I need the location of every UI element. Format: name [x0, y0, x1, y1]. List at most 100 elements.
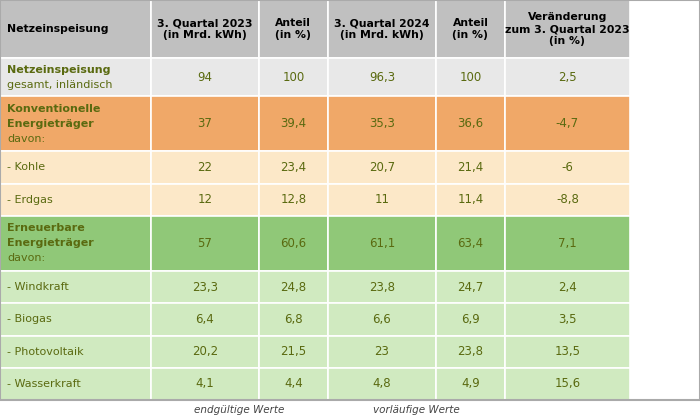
Text: gesamt, inländisch: gesamt, inländisch [7, 80, 113, 89]
Text: -4,7: -4,7 [556, 117, 579, 130]
Bar [150, 216, 259, 271]
Bar [259, 216, 328, 271]
Bar [505, 58, 630, 96]
Text: davon:: davon: [7, 134, 45, 144]
Bar [0, 184, 150, 216]
Text: 4,4: 4,4 [284, 378, 302, 390]
Text: 57: 57 [197, 237, 212, 250]
Text: 20,2: 20,2 [192, 345, 218, 358]
Bar [328, 271, 436, 303]
Text: 100: 100 [282, 71, 304, 84]
Text: -6: -6 [561, 161, 573, 174]
Bar [259, 0, 328, 58]
Text: Anteil
(in %): Anteil (in %) [452, 18, 489, 40]
Bar [259, 58, 328, 96]
Bar [436, 58, 505, 96]
Bar [259, 303, 328, 336]
Bar [150, 336, 259, 368]
Text: - Kohle: - Kohle [7, 163, 45, 173]
Text: 23,4: 23,4 [280, 161, 307, 174]
Text: 96,3: 96,3 [369, 71, 395, 84]
Text: Veränderung
zum 3. Quartal 2023
(in %): Veränderung zum 3. Quartal 2023 (in %) [505, 12, 630, 46]
Text: 13,5: 13,5 [554, 345, 580, 358]
Text: 100: 100 [459, 71, 482, 84]
Text: 3,5: 3,5 [558, 313, 577, 326]
Text: 37: 37 [197, 117, 212, 130]
Bar [328, 336, 436, 368]
Bar [150, 151, 259, 184]
Bar [328, 0, 436, 58]
Text: 7,1: 7,1 [558, 237, 577, 250]
Bar [505, 271, 630, 303]
Bar [436, 303, 505, 336]
Text: 3. Quartal 2023
(in Mrd. kWh): 3. Quartal 2023 (in Mrd. kWh) [157, 18, 253, 40]
Bar [505, 368, 630, 400]
Text: 6,8: 6,8 [284, 313, 302, 326]
Bar [328, 368, 436, 400]
Bar [328, 58, 436, 96]
Text: 3. Quartal 2024
(in Mrd. kWh): 3. Quartal 2024 (in Mrd. kWh) [334, 18, 430, 40]
Text: 2,5: 2,5 [558, 71, 577, 84]
Text: 11,4: 11,4 [457, 193, 484, 206]
Text: 23,3: 23,3 [192, 281, 218, 294]
Bar [150, 58, 259, 96]
Bar [150, 271, 259, 303]
Text: - Windkraft: - Windkraft [7, 282, 69, 292]
Text: Erneuerbare: Erneuerbare [7, 223, 85, 234]
Bar [505, 216, 630, 271]
Text: - Erdgas: - Erdgas [7, 195, 52, 205]
Bar [328, 303, 436, 336]
Bar [436, 151, 505, 184]
Bar [0, 96, 150, 151]
Text: 23: 23 [374, 345, 389, 358]
Bar [436, 0, 505, 58]
Bar [259, 151, 328, 184]
Bar [328, 216, 436, 271]
Bar [150, 184, 259, 216]
Bar [259, 368, 328, 400]
Text: 6,9: 6,9 [461, 313, 480, 326]
Text: 12: 12 [197, 193, 212, 206]
Bar [436, 271, 505, 303]
Text: 61,1: 61,1 [369, 237, 395, 250]
Bar [0, 216, 150, 271]
Bar [436, 336, 505, 368]
Text: 39,4: 39,4 [280, 117, 307, 130]
Text: 24,7: 24,7 [457, 281, 484, 294]
Text: 24,8: 24,8 [280, 281, 307, 294]
Text: 63,4: 63,4 [457, 237, 484, 250]
Bar [505, 151, 630, 184]
Text: vorläufige Werte: vorläufige Werte [373, 405, 459, 415]
Text: Netzeinspeisung: Netzeinspeisung [7, 24, 108, 34]
Bar [436, 96, 505, 151]
Bar [436, 184, 505, 216]
Bar [259, 184, 328, 216]
Bar [0, 303, 150, 336]
Text: Konventionelle: Konventionelle [7, 104, 100, 114]
Bar [328, 151, 436, 184]
Text: - Wasserkraft: - Wasserkraft [7, 379, 80, 389]
Bar [0, 336, 150, 368]
Text: 11: 11 [374, 193, 389, 206]
Bar [505, 184, 630, 216]
Text: Energieträger: Energieträger [7, 239, 94, 248]
Text: 2,4: 2,4 [558, 281, 577, 294]
Bar [259, 336, 328, 368]
Bar [505, 303, 630, 336]
Bar [0, 271, 150, 303]
Bar [0, 58, 150, 96]
Bar [259, 96, 328, 151]
Text: 6,6: 6,6 [372, 313, 391, 326]
Bar [328, 96, 436, 151]
Text: 23,8: 23,8 [369, 281, 395, 294]
Text: Energieträger: Energieträger [7, 119, 94, 129]
Bar [505, 96, 630, 151]
Text: 94: 94 [197, 71, 212, 84]
Bar [505, 0, 630, 58]
Text: 4,1: 4,1 [195, 378, 214, 390]
Text: 6,4: 6,4 [195, 313, 214, 326]
Text: 4,8: 4,8 [372, 378, 391, 390]
Bar [328, 184, 436, 216]
Text: endgültige Werte: endgültige Werte [194, 405, 284, 415]
Bar [436, 216, 505, 271]
